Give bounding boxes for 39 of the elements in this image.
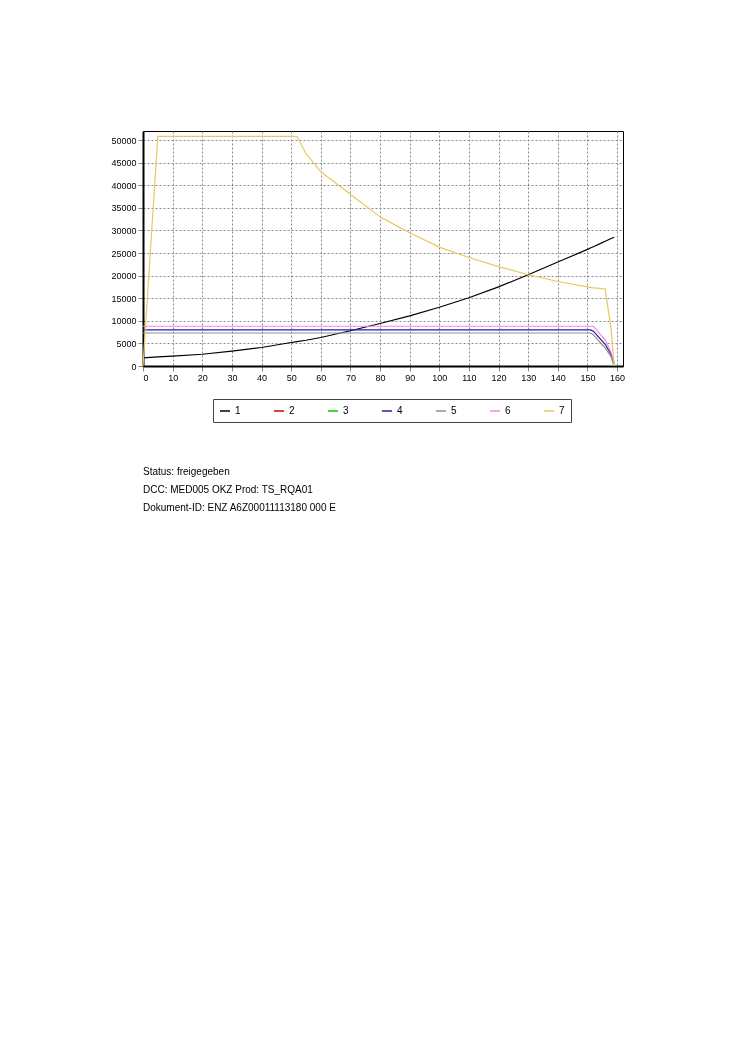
text: Dokument-ID: ENZ A6Z00011113180 000 E (143, 502, 337, 513)
y-tick-label: 25000 (111, 248, 137, 259)
x-tick-label: 0 (143, 372, 149, 383)
text: DCC: MED005 OKZ Prod: TS_RQA01 (143, 484, 314, 495)
legend-label: 4 (397, 405, 403, 416)
x-tick-label: 120 (491, 372, 507, 383)
y-tick-label: 50000 (111, 135, 137, 146)
y-tick-label: 5000 (116, 338, 137, 349)
x-tick-label: 50 (286, 372, 297, 383)
x-tick-label: 150 (580, 372, 596, 383)
x-tick-label: 70 (345, 372, 356, 383)
legend-label: 5 (451, 405, 457, 416)
y-tick-label: 35000 (111, 203, 137, 214)
legend-label: 6 (505, 405, 511, 416)
x-tick-label: 130 (521, 372, 537, 383)
legend-label: 1 (235, 405, 241, 416)
y-tick-label: 15000 (111, 293, 137, 304)
text: Status: freigegeben (143, 466, 230, 477)
x-tick-label: 140 (550, 372, 566, 383)
x-tick-label: 110 (462, 372, 477, 383)
x-tick-label: 90 (405, 372, 416, 383)
y-tick-label: 20000 (111, 271, 137, 282)
legend-label: 7 (559, 405, 565, 416)
y-tick-label: 45000 (111, 158, 137, 169)
y-tick-label: 30000 (111, 225, 137, 236)
x-tick-label: 160 (610, 372, 626, 383)
x-tick-label: 100 (432, 372, 448, 383)
x-tick-label: 20 (197, 372, 208, 383)
x-tick-label: 30 (227, 372, 238, 383)
legend-label: 3 (343, 405, 349, 416)
x-tick-label: 80 (375, 372, 386, 383)
y-tick-label: 0 (131, 361, 137, 372)
legend-label: 2 (289, 405, 295, 416)
line-series (142, 135, 615, 367)
x-tick-label: 60 (316, 372, 327, 383)
x-tick-label: 10 (168, 372, 179, 383)
y-tick-label: 40000 (111, 180, 137, 191)
y-tick-label: 10000 (111, 316, 137, 327)
x-tick-label: 40 (257, 372, 268, 383)
